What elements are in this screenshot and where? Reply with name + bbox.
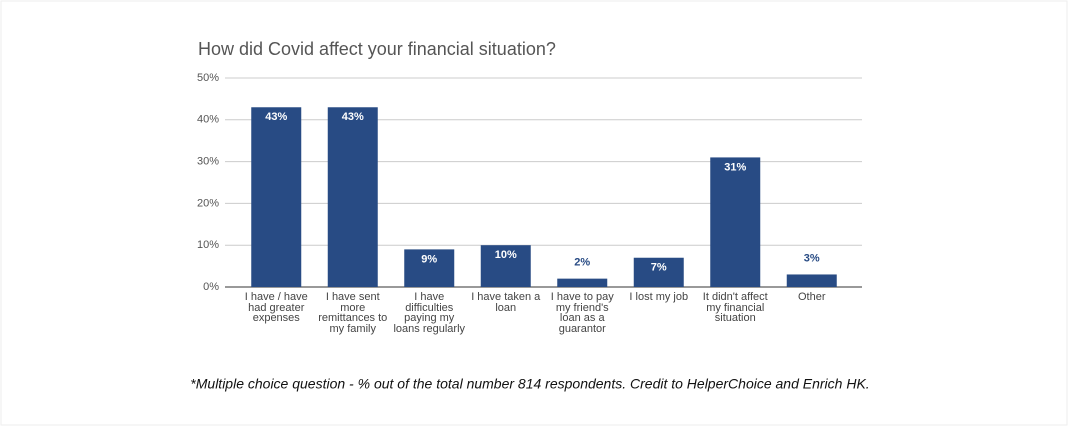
y-tick-label: 10%	[197, 239, 219, 251]
value-label: 9%	[421, 253, 437, 265]
value-label: 10%	[495, 249, 517, 261]
x-tick-label: I have difficulties paying my loans regu…	[393, 291, 466, 335]
x-tick-label: It didn't affect my financial situation	[702, 291, 768, 324]
footnote: *Multiple choice question - % out of the…	[190, 376, 869, 392]
y-tick-label: 30%	[197, 156, 219, 168]
value-label: 3%	[804, 252, 820, 264]
bar	[633, 257, 684, 287]
value-label: 43%	[342, 111, 364, 123]
bar	[251, 107, 302, 287]
x-tick-label: I have sent more remittances to my famil…	[318, 291, 388, 335]
value-label: 7%	[651, 262, 667, 274]
y-tick-label: 50%	[197, 72, 219, 84]
value-label: 2%	[574, 257, 590, 269]
x-tick-label: I have taken a loan	[471, 291, 541, 314]
x-tick-label: I have / have had greater expenses	[244, 291, 308, 324]
bar	[327, 107, 378, 287]
bar	[480, 245, 531, 287]
y-tick-label: 20%	[197, 197, 219, 209]
value-label: 43%	[265, 111, 287, 123]
bar	[786, 274, 837, 287]
x-tick-label: Other	[797, 291, 826, 303]
x-tick-label: I lost my job	[629, 291, 689, 303]
chart-title: How did Covid affect your financial situ…	[198, 39, 556, 59]
value-label: 31%	[724, 161, 746, 173]
bar	[557, 278, 608, 287]
bar	[404, 249, 455, 287]
x-tick-label: I have to pay my friend's loan as a guar…	[550, 291, 614, 335]
bar	[710, 157, 761, 287]
y-tick-label: 0%	[203, 281, 219, 293]
y-tick-label: 40%	[197, 114, 219, 126]
